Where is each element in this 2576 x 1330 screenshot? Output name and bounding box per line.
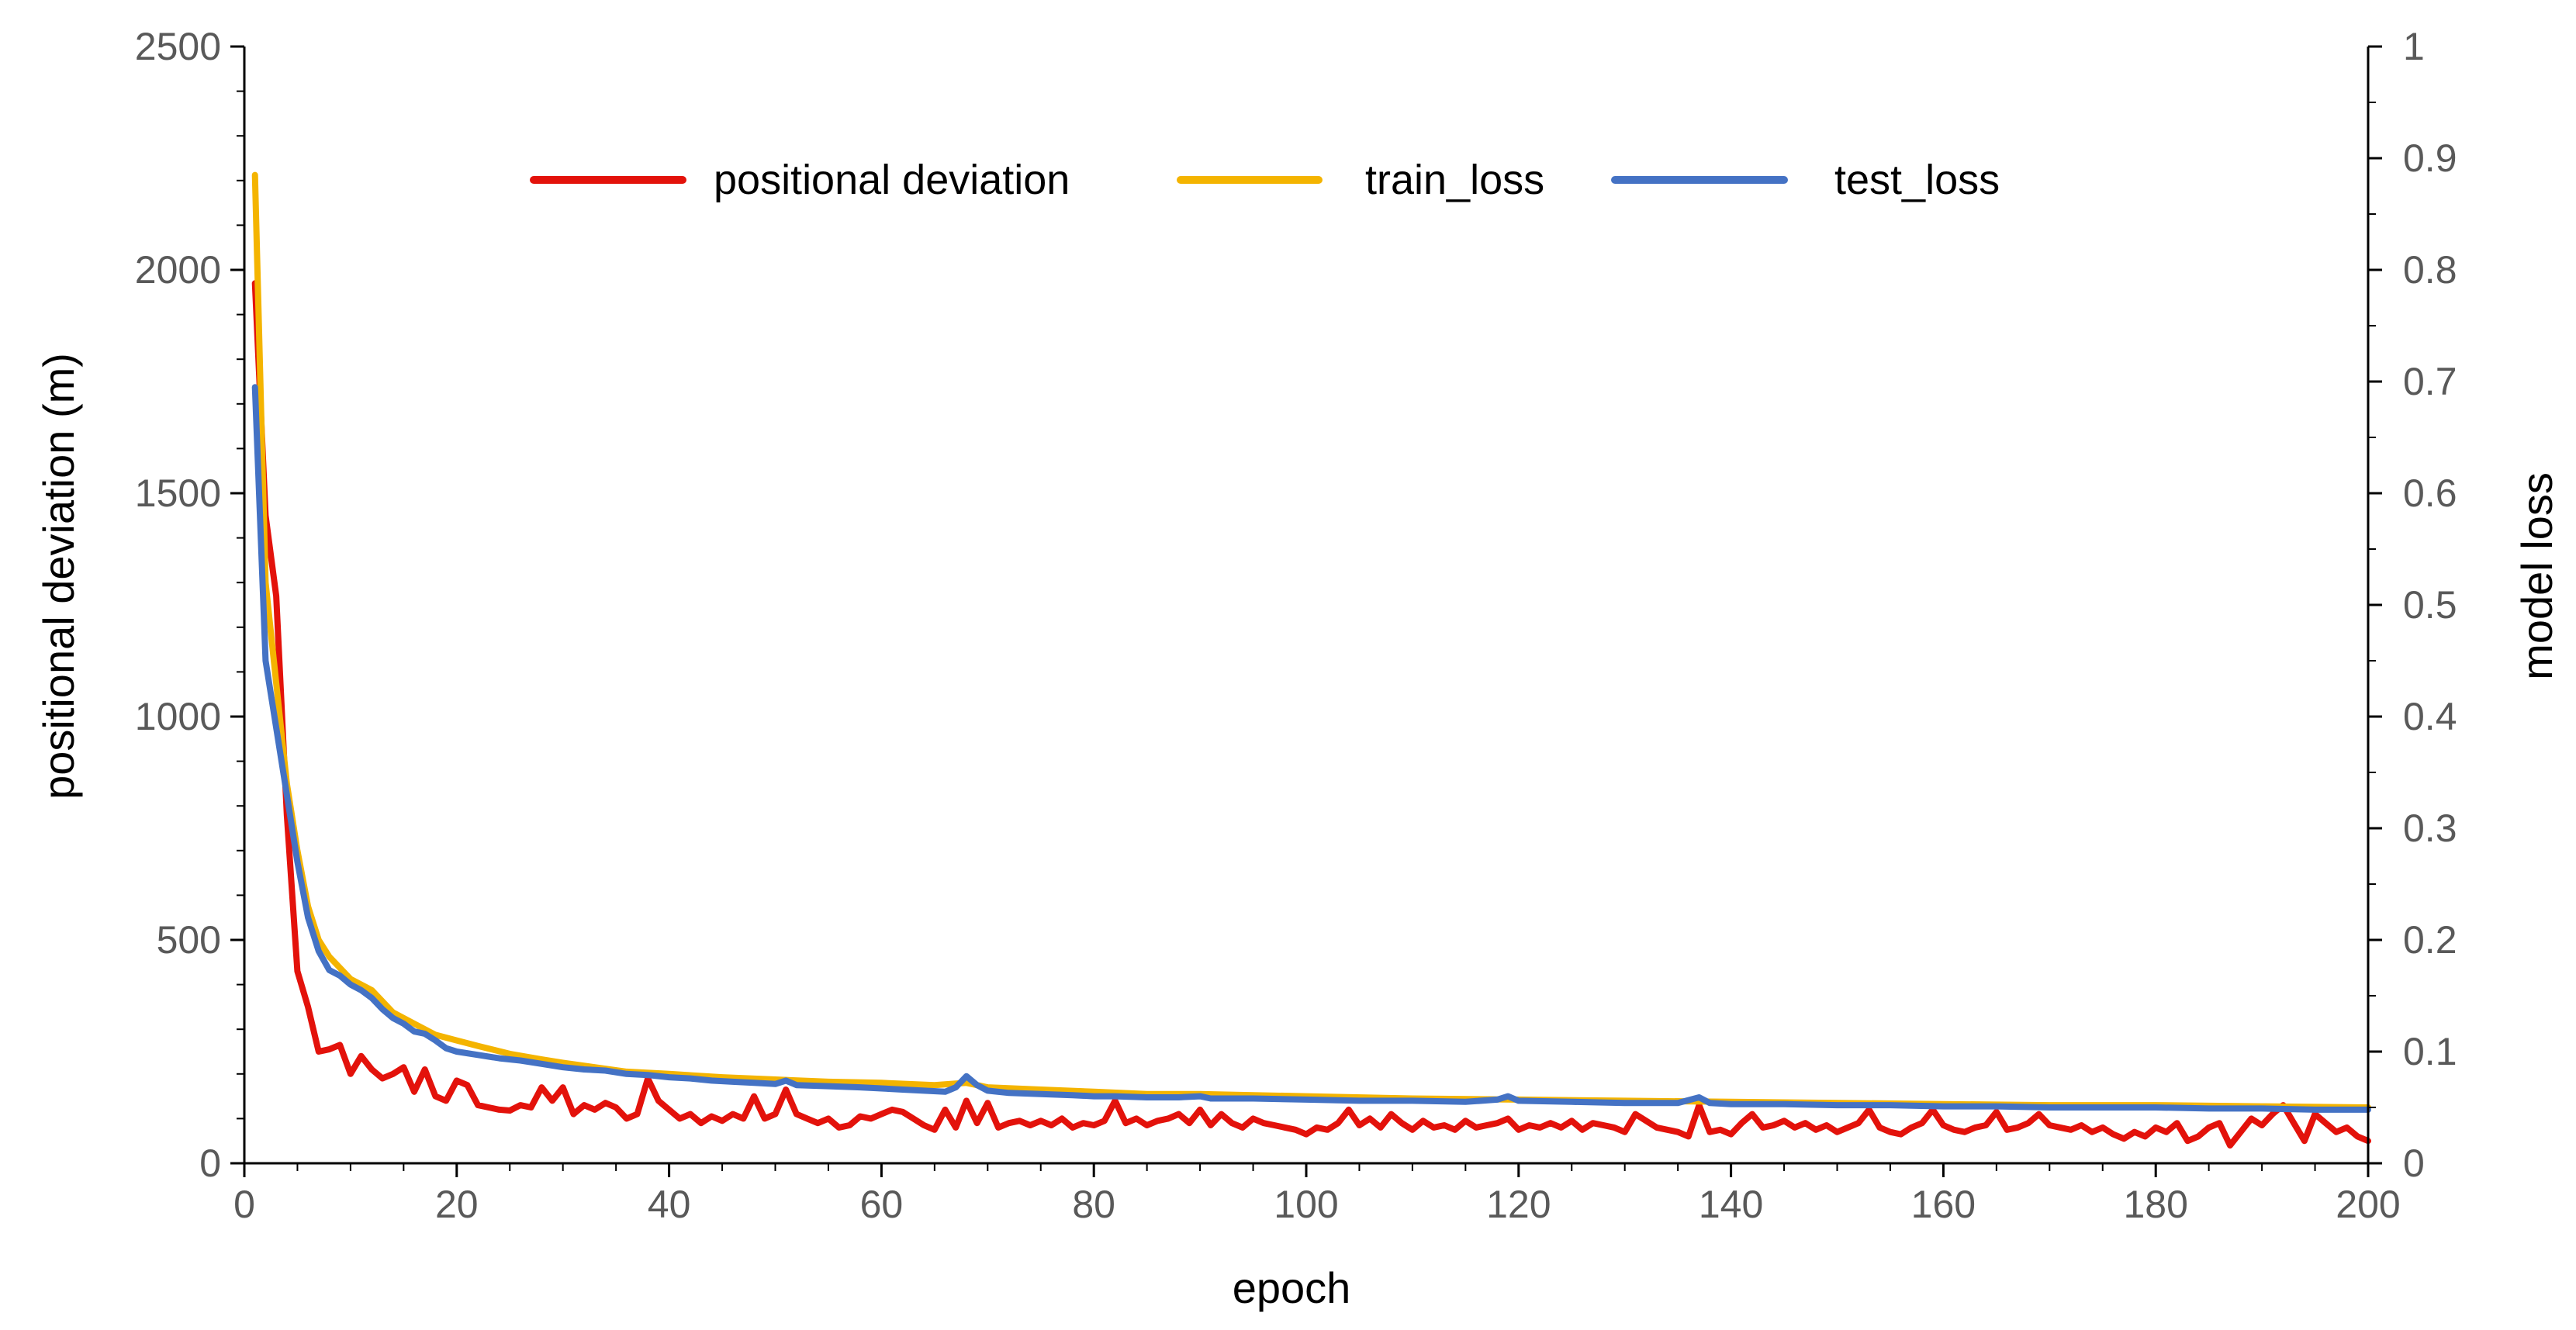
- x-tick-label: 100: [1274, 1183, 1338, 1226]
- y2-tick-label: 1: [2403, 25, 2425, 68]
- y2-tick-label: 0.6: [2403, 472, 2457, 515]
- y2-tick-label: 0: [2403, 1142, 2425, 1185]
- x-axis-title: epoch: [1233, 1263, 1351, 1312]
- legend-label-positional-deviation: positional deviation: [714, 157, 1070, 203]
- y2-tick-label: 0.3: [2403, 807, 2457, 850]
- x-tick-label: 180: [2123, 1183, 2187, 1226]
- y2-axis-ticks: 0 0.1 0.2 0.3 0.4 0.5 0.6 0.7 0.8 0.9 1: [2368, 25, 2457, 1185]
- x-tick-label: 0: [233, 1183, 255, 1226]
- y-tick-label: 1000: [135, 695, 221, 738]
- legend: positional deviation train_loss test_los…: [530, 157, 2000, 203]
- y2-tick-label: 0.7: [2403, 360, 2457, 403]
- x-tick-label: 140: [1699, 1183, 1763, 1226]
- series-line-test-loss: [251, 384, 2371, 1113]
- y-tick-label: 500: [157, 918, 221, 962]
- x-tick-label: 200: [2336, 1183, 2400, 1226]
- y-tick-label: 1500: [135, 472, 221, 515]
- x-tick-label: 60: [860, 1183, 904, 1226]
- y2-tick-label: 0.8: [2403, 248, 2457, 292]
- x-tick-label: 80: [1072, 1183, 1115, 1226]
- legend-label-test-loss: test_loss: [1834, 157, 2000, 203]
- y-axis-title: positional deviation (m): [34, 353, 83, 800]
- x-tick-label: 160: [1911, 1183, 1976, 1226]
- x-tick-label: 120: [1486, 1183, 1551, 1226]
- y2-tick-label: 0.5: [2403, 583, 2457, 627]
- y-tick-label: 0: [199, 1142, 221, 1185]
- y-tick-label: 2000: [135, 248, 221, 292]
- x-tick-label: 20: [435, 1183, 479, 1226]
- x-tick-label: 40: [648, 1183, 691, 1226]
- y-tick-label: 2500: [135, 25, 221, 68]
- x-axis-ticks: 0 20 40 60 80 100 120 140 160 180 200: [233, 1163, 2401, 1226]
- y2-axis-title: model loss: [2512, 472, 2561, 680]
- plot-area: [251, 171, 2371, 1149]
- y2-tick-label: 0.1: [2403, 1030, 2457, 1073]
- y2-tick-label: 0.4: [2403, 695, 2457, 738]
- y2-tick-label: 0.2: [2403, 918, 2457, 962]
- series-line-positional-deviation: [251, 280, 2371, 1149]
- y2-tick-label: 0.9: [2403, 136, 2457, 180]
- legend-label-train-loss: train_loss: [1365, 157, 1544, 203]
- y-axis-ticks: 0 500 1000 1500 2000 2500: [135, 25, 244, 1185]
